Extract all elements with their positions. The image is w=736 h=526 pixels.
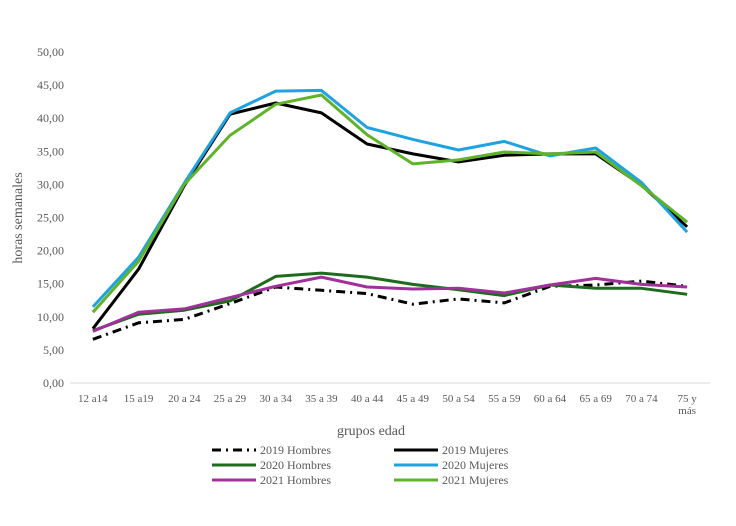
x-tick-label: 60 a 64 xyxy=(534,393,567,405)
x-tick-label: 55 a 59 xyxy=(488,393,521,405)
y-tick-label: 40,00 xyxy=(37,111,64,125)
legend-label: 2020 Hombres xyxy=(260,458,331,472)
y-axis-title: horas semanales xyxy=(11,172,26,263)
x-tick-label: 30 a 34 xyxy=(260,393,293,405)
series-line-2020-mujeres xyxy=(91,88,689,308)
x-tick-label: 35 a 39 xyxy=(305,393,338,405)
x-tick-label: 45 a 49 xyxy=(397,393,430,405)
legend-item: 2019 Mujeres xyxy=(394,443,509,457)
y-axis-tick-labels: 0,00 5,00 10,00 15,00 20,00 25,00 30,00 35,00 40… xyxy=(37,45,64,390)
x-tick-label: 20 a 24 xyxy=(168,393,201,405)
y-tick-label: 45,00 xyxy=(37,78,64,92)
x-axis-tick-labels: 12 a14 15 a19 20 a 24 25 a 29 30 a 34 35 a 39… xyxy=(78,393,697,417)
x-tick-label: 25 a 29 xyxy=(214,393,247,405)
legend-item: 2019 Hombres xyxy=(212,443,331,457)
y-tick-label: 15,00 xyxy=(37,277,64,291)
y-tick-label: 50,00 xyxy=(37,45,64,59)
series-line-2021-hombres xyxy=(92,275,688,333)
y-tick-label: 30,00 xyxy=(37,177,64,191)
y-tick-label: 0,00 xyxy=(43,376,64,390)
series-lines xyxy=(91,88,689,341)
legend-item: 2021 Mujeres xyxy=(394,473,509,487)
legend: 2019 Hombres 2019 Mujeres 2020 Hombres 2020… xyxy=(212,443,509,487)
x-tick-label: 12 a14 xyxy=(78,393,108,405)
legend-label: 2020 Mujeres xyxy=(442,458,509,472)
legend-label: 2021 Hombres xyxy=(260,473,331,487)
legend-item: 2020 Hombres xyxy=(212,458,331,472)
x-tick-label: 50 a 54 xyxy=(442,393,475,405)
series-line-2021-mujeres xyxy=(91,93,689,314)
x-axis-title: grupos edad xyxy=(337,424,405,439)
y-tick-label: 10,00 xyxy=(37,310,64,324)
x-tick-label: 40 a 44 xyxy=(351,393,384,405)
legend-item: 2020 Mujeres xyxy=(394,458,509,472)
legend-label: 2019 Hombres xyxy=(260,443,331,457)
y-tick-label: 25,00 xyxy=(37,211,64,225)
series-line-2019-hombres xyxy=(92,279,688,341)
legend-item: 2021 Hombres xyxy=(212,473,331,487)
series-line-2020-hombres xyxy=(92,271,688,333)
x-tick-label: 15 a19 xyxy=(124,393,154,405)
y-tick-label: 5,00 xyxy=(43,343,64,357)
series-line-2019-mujeres xyxy=(91,101,689,330)
x-tick-label: 65 a 69 xyxy=(580,393,613,405)
legend-label: 2019 Mujeres xyxy=(442,443,509,457)
x-tick-label: 75 y más xyxy=(678,393,698,417)
y-tick-label: 20,00 xyxy=(37,244,64,258)
legend-label: 2021 Mujeres xyxy=(442,473,509,487)
x-tick-label: 70 a 74 xyxy=(625,393,658,405)
y-tick-label: 35,00 xyxy=(37,144,64,158)
